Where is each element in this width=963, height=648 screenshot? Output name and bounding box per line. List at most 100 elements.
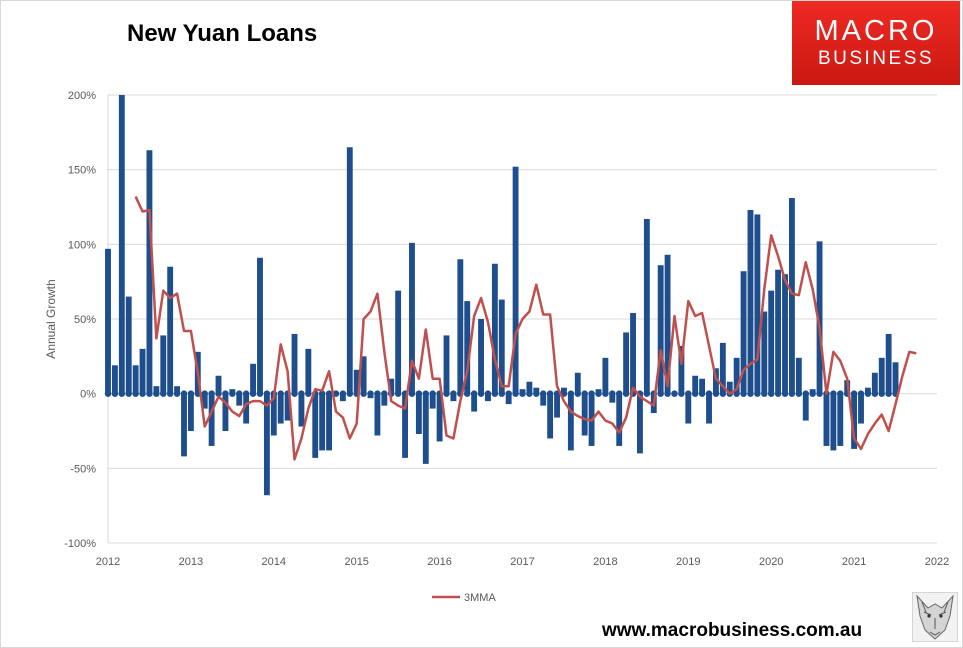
bar-base-dot <box>698 390 706 397</box>
y-axis-label: Annual Growth <box>44 279 58 358</box>
bar-base-dot <box>166 390 174 397</box>
data-bar <box>878 357 885 394</box>
data-bar <box>388 378 395 394</box>
data-bar <box>160 335 167 394</box>
bar-base-dot <box>864 390 872 397</box>
data-bar <box>795 357 802 394</box>
bar-base-dot <box>512 390 519 397</box>
bar-base-dot <box>595 390 602 397</box>
data-bar <box>125 296 132 394</box>
bar-base-dot <box>519 390 526 397</box>
data-bar <box>706 393 712 424</box>
data-bar <box>319 393 326 451</box>
data-bar <box>457 259 464 394</box>
bar-base-dot <box>291 390 298 397</box>
data-bar <box>257 257 263 394</box>
logo-line-2: BUSINESS <box>817 48 935 69</box>
data-bar <box>768 290 775 394</box>
data-bar <box>305 348 312 394</box>
data-bar <box>567 393 574 451</box>
bar-base-dot <box>132 390 139 397</box>
bar-base-dot <box>691 390 699 397</box>
data-bar <box>574 372 581 394</box>
bar-base-dot <box>567 390 575 397</box>
data-bar <box>402 393 408 458</box>
data-bar <box>540 393 547 406</box>
data-bar <box>429 393 436 409</box>
page-title: New Yuan Loans <box>127 20 318 47</box>
data-bar <box>381 393 388 406</box>
bar-base-dot <box>381 390 388 397</box>
data-bar <box>208 393 215 446</box>
bar-base-dot <box>484 390 492 397</box>
data-bar <box>609 393 616 403</box>
y-tick-label: -50% <box>70 463 96 475</box>
data-bar <box>485 393 491 402</box>
data-bar <box>478 319 484 394</box>
data-bar <box>167 266 174 394</box>
bar-base-dot <box>740 390 747 397</box>
bar-base-dot <box>602 390 609 397</box>
bar-base-dot <box>173 390 181 397</box>
data-bar <box>747 209 754 394</box>
wolf-logo-icon <box>912 592 958 642</box>
data-bar <box>360 356 367 394</box>
bar-base-dot <box>795 390 803 397</box>
data-bar <box>733 357 740 394</box>
data-bar <box>512 166 519 394</box>
bar-base-dot <box>464 390 471 397</box>
data-bar <box>602 357 609 394</box>
bar-base-dot <box>139 390 146 397</box>
bar-base-dot <box>878 390 885 397</box>
data-bar <box>788 198 795 394</box>
data-bar <box>719 342 726 394</box>
y-tick-label: 50% <box>74 314 96 326</box>
data-bar <box>464 301 471 394</box>
data-bar <box>471 393 478 412</box>
bar-base-dot <box>111 390 119 397</box>
data-bar <box>623 332 630 394</box>
x-tick-label: 2019 <box>676 556 700 568</box>
bar-base-dot <box>609 390 616 397</box>
bar-base-dot <box>498 390 505 397</box>
bar-base-dot <box>754 390 761 397</box>
bar-base-dot <box>394 390 402 397</box>
x-tick-label: 2017 <box>510 556 534 568</box>
bar-base-dot <box>477 390 485 397</box>
data-bar <box>222 393 229 431</box>
bar-base-dot <box>505 390 512 397</box>
data-bar <box>616 393 623 446</box>
data-bar <box>415 393 422 434</box>
bar-base-dot <box>622 390 630 397</box>
bar-base-dot <box>277 390 284 397</box>
bar-base-dot <box>160 390 167 397</box>
y-tick-label: 150% <box>68 165 96 177</box>
data-bar <box>851 393 858 449</box>
bar-base-dot <box>781 390 789 397</box>
data-bar <box>664 254 671 394</box>
data-bar <box>181 393 187 457</box>
bar-base-dot <box>664 390 671 397</box>
bar-base-dot <box>671 390 678 397</box>
bar-base-dot <box>774 390 782 397</box>
data-bar <box>291 333 298 394</box>
x-tick-label: 2020 <box>759 556 783 568</box>
bar-base-dot <box>712 390 720 397</box>
data-bar <box>409 242 415 394</box>
data-bar <box>885 333 892 394</box>
bar-base-dot <box>678 390 685 397</box>
data-bar <box>498 299 505 394</box>
data-bar <box>775 269 782 394</box>
bar-base-dot <box>374 390 381 397</box>
data-bar <box>174 386 181 394</box>
bar-base-dot <box>581 390 588 397</box>
data-bar <box>187 393 194 431</box>
bar-base-dot <box>802 390 809 397</box>
data-bar <box>339 393 346 402</box>
data-bar <box>740 271 747 394</box>
bar-base-dot <box>236 390 243 397</box>
data-bar <box>243 393 250 424</box>
data-bar <box>726 381 733 394</box>
bar-base-dot <box>809 390 816 397</box>
data-bar <box>450 393 457 402</box>
